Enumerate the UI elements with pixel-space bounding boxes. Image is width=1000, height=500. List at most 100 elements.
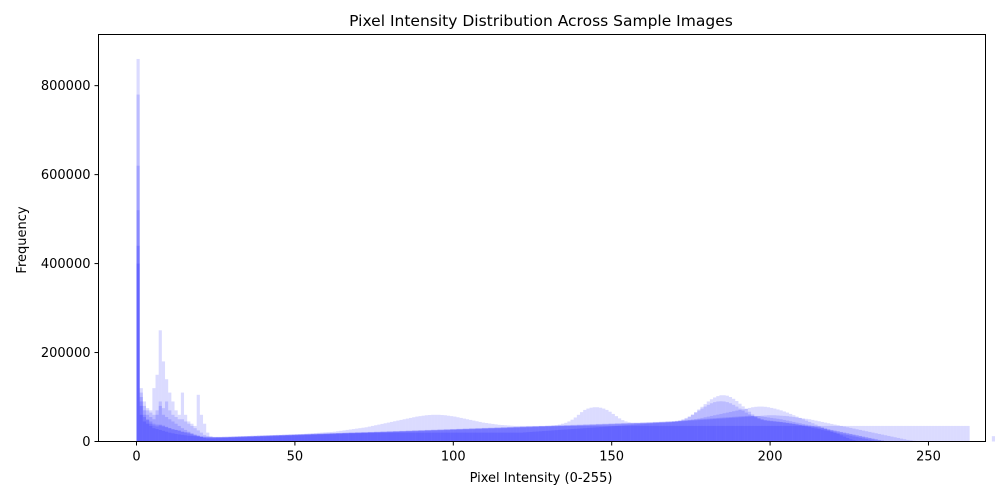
series-4 xyxy=(136,245,996,442)
histogram-bar xyxy=(342,433,346,442)
histogram-bar xyxy=(839,425,843,442)
histogram-bar xyxy=(228,436,232,442)
histogram-bar xyxy=(361,427,365,442)
histogram-bar xyxy=(209,436,213,442)
histogram-bar xyxy=(801,425,805,442)
histogram-bar xyxy=(500,427,504,442)
histogram-bar xyxy=(282,435,286,442)
histogram-bar xyxy=(196,436,200,442)
histogram-bar xyxy=(396,431,400,442)
histogram-bar xyxy=(662,422,666,442)
histogram-bar xyxy=(852,436,856,442)
histogram-bar xyxy=(804,425,809,442)
histogram-bar xyxy=(583,428,587,442)
histogram-bar xyxy=(345,433,349,442)
histogram-bar xyxy=(738,417,742,442)
histogram-bar xyxy=(630,423,634,442)
histogram-bar xyxy=(532,426,536,442)
histogram-bar xyxy=(589,424,593,442)
x-tick-label: 250 xyxy=(916,450,941,465)
histogram-bar xyxy=(431,429,435,442)
histogram-bar xyxy=(358,428,362,442)
histogram-bar xyxy=(478,432,482,442)
histogram-bar xyxy=(345,433,349,442)
histogram-bar xyxy=(561,425,565,442)
histogram-bar xyxy=(646,422,650,442)
histogram-bar xyxy=(320,432,324,442)
histogram-bar xyxy=(633,423,638,442)
histogram-bar xyxy=(456,432,460,442)
histogram-bar xyxy=(912,425,916,442)
histogram-bar xyxy=(827,423,831,442)
histogram-bar xyxy=(751,407,755,442)
histogram-bar xyxy=(548,426,552,442)
x-tick-label: 0 xyxy=(132,450,140,465)
histogram-bar xyxy=(918,425,923,442)
histogram-bar xyxy=(285,435,289,442)
histogram-bar xyxy=(174,433,178,442)
histogram-bar xyxy=(884,425,888,442)
histogram-bar xyxy=(703,425,707,442)
histogram-bar xyxy=(865,425,869,442)
histogram-bar xyxy=(174,410,178,442)
histogram-bar xyxy=(675,421,679,442)
histogram-bar xyxy=(399,431,403,442)
histogram-bar xyxy=(244,436,248,442)
histogram-bar xyxy=(266,435,270,442)
histogram-bar xyxy=(383,431,387,442)
histogram-bar xyxy=(532,431,536,442)
series-3 xyxy=(136,210,923,442)
histogram-bar xyxy=(389,432,394,442)
histogram-bar xyxy=(190,433,194,442)
histogram-bar xyxy=(402,431,406,442)
histogram-bar xyxy=(557,425,562,442)
histogram-bar xyxy=(937,425,942,442)
histogram-bar xyxy=(165,426,169,442)
histogram-bar xyxy=(184,435,188,442)
histogram-bar xyxy=(326,433,330,442)
histogram-bar xyxy=(551,425,555,442)
histogram-bar xyxy=(212,437,216,442)
histogram-bar xyxy=(643,423,647,442)
histogram-bar xyxy=(567,425,571,442)
histogram-bar xyxy=(659,422,663,442)
histogram-bar xyxy=(554,425,558,442)
histogram-bar xyxy=(795,424,799,442)
histogram-bar xyxy=(823,430,828,442)
histogram-bar xyxy=(564,425,568,442)
histogram-bar xyxy=(503,427,508,442)
histogram-bar xyxy=(212,437,216,442)
histogram-bar xyxy=(782,415,786,442)
histogram-bar xyxy=(434,430,438,442)
histogram-bar xyxy=(858,429,862,442)
histogram-bar xyxy=(389,431,394,442)
histogram-bar xyxy=(624,425,628,442)
histogram-bar xyxy=(139,392,143,442)
histogram-bar xyxy=(291,435,295,442)
histogram-bar xyxy=(250,435,254,442)
histogram-bar xyxy=(453,429,457,442)
histogram-bar xyxy=(222,437,226,442)
histogram-bar xyxy=(294,434,299,442)
histogram-bar xyxy=(722,395,726,442)
histogram-bar xyxy=(630,423,634,442)
histogram-bar xyxy=(903,425,907,442)
histogram-bar xyxy=(285,435,289,442)
histogram-bar xyxy=(633,423,638,442)
histogram-bar xyxy=(627,423,631,442)
histogram-bar xyxy=(966,425,970,442)
histogram-bar xyxy=(209,437,213,442)
histogram-bar xyxy=(475,428,479,442)
histogram-bar xyxy=(351,432,356,442)
histogram-bar xyxy=(618,423,622,442)
histogram-bar xyxy=(732,417,736,442)
series-0 xyxy=(136,58,970,442)
histogram-bar xyxy=(779,422,783,442)
histogram-bar xyxy=(811,419,815,442)
histogram-bar xyxy=(827,429,831,442)
histogram-bar xyxy=(608,425,612,442)
histogram-bar xyxy=(146,420,150,442)
histogram-bar xyxy=(766,417,771,442)
histogram-bar xyxy=(586,425,590,442)
